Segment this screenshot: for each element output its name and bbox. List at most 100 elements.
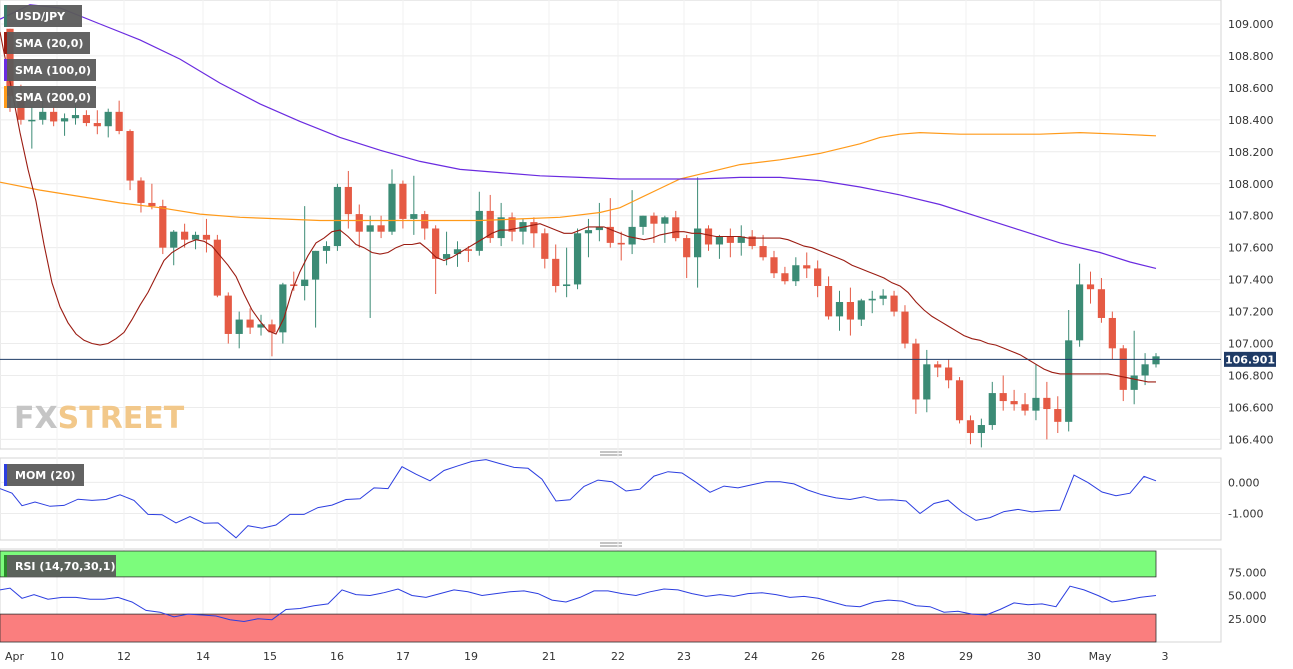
legend-sma200[interactable]: SMA (200,0): [4, 86, 96, 108]
resize-handle-icon[interactable]: [600, 542, 622, 547]
candle[interactable]: [159, 199, 167, 255]
candle[interactable]: [279, 282, 287, 344]
candle[interactable]: [759, 234, 767, 261]
candle[interactable]: [715, 234, 724, 259]
candle[interactable]: [814, 260, 822, 298]
candle[interactable]: [366, 215, 374, 318]
candle[interactable]: [934, 361, 942, 378]
candle[interactable]: [977, 418, 985, 448]
candle[interactable]: [628, 190, 636, 255]
candle[interactable]: [246, 308, 254, 334]
legend-rsi[interactable]: RSI (14,70,30,1): [4, 555, 116, 577]
candle[interactable]: [344, 170, 352, 229]
candle[interactable]: [312, 250, 320, 328]
candle[interactable]: [857, 298, 865, 326]
candle[interactable]: [530, 217, 538, 248]
candle[interactable]: [432, 225, 440, 295]
candle[interactable]: [377, 215, 385, 239]
candle[interactable]: [355, 204, 363, 248]
candle[interactable]: [475, 191, 483, 256]
candle[interactable]: [683, 234, 691, 279]
candle[interactable]: [202, 218, 211, 253]
candle[interactable]: [584, 218, 593, 258]
candle[interactable]: [1021, 393, 1029, 416]
candle[interactable]: [639, 215, 647, 235]
candle[interactable]: [50, 105, 58, 127]
candle[interactable]: [661, 215, 669, 243]
candle[interactable]: [497, 202, 505, 247]
candle[interactable]: [879, 289, 887, 306]
candle[interactable]: [60, 113, 69, 136]
candle[interactable]: [93, 110, 101, 135]
candle[interactable]: [781, 266, 789, 285]
candle[interactable]: [803, 252, 811, 279]
candle[interactable]: [333, 183, 342, 251]
mom-panel[interactable]: [0, 457, 1222, 541]
candle[interactable]: [1032, 364, 1040, 421]
candle[interactable]: [912, 338, 920, 414]
candle[interactable]: [999, 375, 1007, 411]
candle[interactable]: [748, 230, 756, 250]
legend-mom[interactable]: MOM (20): [4, 464, 84, 486]
candle[interactable]: [137, 177, 145, 213]
candle[interactable]: [737, 225, 745, 256]
candle[interactable]: [595, 202, 603, 242]
candle[interactable]: [792, 257, 800, 287]
candle[interactable]: [257, 314, 265, 336]
candle[interactable]: [923, 349, 931, 413]
candle[interactable]: [901, 305, 909, 349]
candle[interactable]: [1152, 353, 1160, 368]
legend-sma100[interactable]: SMA (100,0): [4, 59, 96, 81]
candle[interactable]: [835, 290, 844, 331]
candle[interactable]: [966, 415, 975, 445]
candle[interactable]: [421, 210, 429, 240]
candle[interactable]: [464, 246, 472, 263]
candle[interactable]: [1086, 271, 1095, 304]
legend-usdjpy[interactable]: USD/JPY: [4, 5, 82, 27]
candle[interactable]: [606, 198, 614, 248]
candle[interactable]: [508, 212, 516, 242]
candle[interactable]: [1065, 309, 1073, 432]
candle[interactable]: [704, 225, 713, 251]
candle[interactable]: [1010, 389, 1018, 411]
candle[interactable]: [322, 241, 331, 264]
candle[interactable]: [726, 228, 734, 258]
candle[interactable]: [1054, 396, 1062, 434]
candle[interactable]: [1119, 345, 1127, 402]
resize-handle-icon[interactable]: [600, 451, 622, 456]
candle[interactable]: [1097, 278, 1106, 323]
candle[interactable]: [148, 183, 156, 210]
candle[interactable]: [235, 311, 243, 349]
candle[interactable]: [301, 206, 309, 301]
candle[interactable]: [1130, 330, 1138, 405]
candle[interactable]: [1141, 353, 1149, 386]
candle[interactable]: [988, 381, 996, 430]
candle[interactable]: [213, 234, 221, 298]
candle[interactable]: [824, 276, 833, 320]
candle[interactable]: [191, 231, 200, 250]
candle[interactable]: [115, 100, 123, 135]
candle[interactable]: [82, 110, 90, 127]
candle[interactable]: [170, 230, 178, 266]
candle[interactable]: [846, 287, 854, 336]
candle[interactable]: [388, 169, 396, 235]
candle[interactable]: [552, 244, 560, 293]
candle[interactable]: [1108, 311, 1116, 360]
candle[interactable]: [573, 228, 582, 290]
candle[interactable]: [126, 129, 134, 191]
candle[interactable]: [104, 108, 112, 138]
candle[interactable]: [1076, 263, 1084, 347]
candle[interactable]: [181, 223, 189, 248]
candle[interactable]: [410, 175, 418, 235]
candle[interactable]: [955, 377, 964, 424]
candle[interactable]: [563, 247, 571, 298]
candle[interactable]: [1043, 381, 1051, 440]
candle[interactable]: [224, 292, 232, 344]
legend-sma20[interactable]: SMA (20,0): [4, 32, 90, 54]
candle[interactable]: [541, 228, 549, 269]
candle[interactable]: [694, 177, 702, 288]
candle[interactable]: [617, 231, 625, 261]
candle[interactable]: [268, 319, 276, 357]
candle[interactable]: [890, 290, 898, 317]
candle[interactable]: [770, 250, 778, 279]
